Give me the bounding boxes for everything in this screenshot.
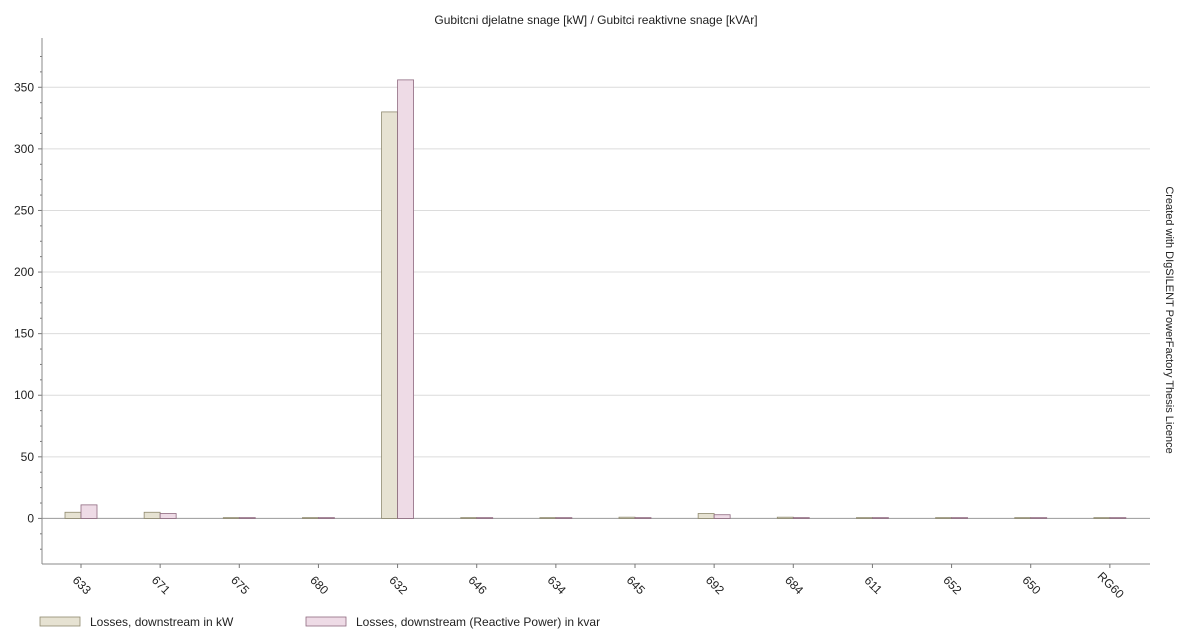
y-tick-label: 50: [21, 450, 35, 464]
legend: Losses, downstream in kW Losses, downstre…: [39, 615, 600, 629]
x-tick-label: 633: [70, 573, 94, 597]
bar-reactive-684: [792, 517, 810, 519]
x-tick-label: 675: [228, 573, 252, 597]
bar-reactive-611: [872, 517, 889, 519]
bar-reactive-645: [634, 517, 652, 519]
x-tick-label: 652: [940, 573, 964, 597]
bar-active-684: [776, 516, 794, 519]
legend-swatch: [39, 616, 81, 627]
bar-reactive-671: [159, 513, 177, 519]
bar-reactive-680: [318, 517, 335, 519]
bar-active-646: [460, 517, 478, 519]
x-tick-label: 646: [466, 573, 490, 597]
x-tick-label: 632: [386, 573, 410, 597]
x-tick-label: 671: [149, 573, 173, 597]
y-tick-label: 100: [14, 388, 34, 402]
y-tick-label: 0: [27, 511, 34, 525]
bar-reactive-646: [476, 517, 494, 519]
y-tick-label: 300: [14, 142, 34, 156]
bar-active-634: [539, 517, 557, 519]
bar-reactive-RG60: [1109, 517, 1127, 519]
bar-reactive-632: [397, 79, 414, 519]
y-tick-label: 200: [14, 265, 34, 279]
bar-active-671: [143, 511, 161, 519]
bar-active-645: [618, 516, 636, 519]
bar-active-632: [381, 111, 398, 519]
bar-reactive-650: [1030, 517, 1048, 519]
x-tick-label: 611: [862, 573, 886, 597]
bar-active-633: [64, 511, 82, 519]
bar-active-650: [1014, 517, 1032, 519]
x-tick-label: 650: [1020, 573, 1044, 597]
x-tick-label: 645: [624, 573, 648, 597]
bars: [64, 79, 1127, 519]
y-tick-label: 350: [14, 80, 34, 94]
legend-label: Losses, downstream in kW: [90, 615, 234, 629]
bar-reactive-692: [713, 514, 731, 519]
gridlines: [42, 86, 1150, 519]
bar-reactive-675: [238, 517, 256, 519]
axes: [38, 38, 1150, 568]
bar-active-RG60: [1093, 517, 1111, 519]
x-tick-label: 634: [545, 573, 569, 597]
x-tick-label: 680: [307, 573, 331, 597]
bar-active-680: [302, 517, 319, 519]
x-tick-label: RG60: [1095, 569, 1127, 601]
x-tick-label: 692: [703, 573, 727, 597]
legend-label: Losses, downstream (Reactive Power) in k…: [356, 615, 600, 629]
bar-reactive-652: [951, 517, 968, 519]
bar-active-652: [935, 517, 952, 519]
y-tick-labels: 0 50 100 150 200 250 300 350: [14, 80, 34, 525]
bar-active-675: [222, 517, 240, 519]
x-tick-label: 684: [782, 573, 806, 597]
chart-title: Gubitcni djelatne snage [kW] / Gubitci r…: [434, 13, 757, 27]
bar-reactive-633: [80, 504, 98, 519]
y-tick-label: 250: [14, 203, 34, 217]
side-note: Created with DIgSILENT PowerFactory Thes…: [1163, 186, 1175, 453]
bar-active-692: [697, 513, 715, 519]
bar-active-611: [856, 517, 873, 519]
legend-swatch: [305, 616, 347, 627]
x-tick-labels: 633 671 675 680 632 646 634 645 692 684 611 652 650 R…: [70, 569, 1127, 601]
bar-reactive-634: [555, 517, 573, 519]
y-tick-label: 150: [14, 327, 34, 341]
